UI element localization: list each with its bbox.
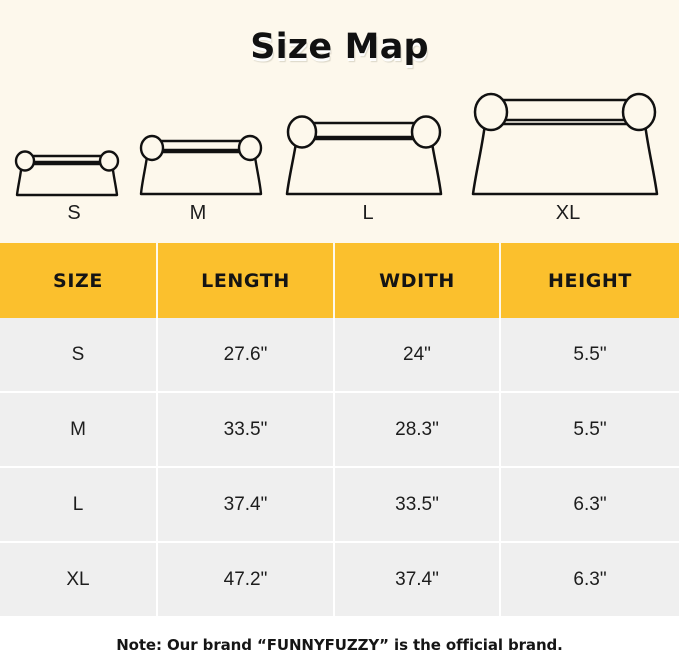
- table-header-row: SIZE LENGTH WDITH HEIGHT: [0, 243, 679, 318]
- cell-height: 5.5": [500, 392, 679, 468]
- table-row: L 37.4" 33.5" 6.3": [0, 467, 679, 543]
- pet-bed-illustration-xl: [466, 84, 664, 198]
- cell-height: 5.5": [500, 318, 679, 393]
- illustration-panel: Size Map: [0, 0, 679, 243]
- footer-note: Note: Our brand “FUNNYFUZZY” is the offi…: [0, 618, 679, 671]
- cell-length: 37.4": [157, 467, 335, 543]
- page-title: Size Map: [250, 27, 429, 67]
- cell-size: M: [0, 392, 158, 468]
- cell-height: 6.3": [500, 542, 679, 616]
- cell-width: 33.5": [334, 467, 501, 543]
- cell-length: 33.5": [157, 392, 335, 468]
- cell-width: 28.3": [334, 392, 501, 468]
- cell-width: 37.4": [334, 542, 501, 616]
- pet-bed-illustration-s: [12, 140, 122, 198]
- cell-width: 24": [334, 318, 501, 393]
- size-measurements-table: SIZE LENGTH WDITH HEIGHT S 27.6" 24" 5.5…: [0, 243, 679, 616]
- table-row: XL 47.2" 37.4" 6.3": [0, 542, 679, 616]
- column-header-width: WDITH: [334, 243, 501, 318]
- size-labels-row: S M L XL: [0, 202, 679, 236]
- cell-size: L: [0, 467, 158, 543]
- brand-note-text: Note: Our brand “FUNNYFUZZY” is the offi…: [116, 635, 563, 654]
- pet-bed-illustration-m: [135, 120, 267, 198]
- size-label-xl: XL: [555, 202, 581, 224]
- cell-height: 6.3": [500, 467, 679, 543]
- table-row: S 27.6" 24" 5.5": [0, 318, 679, 393]
- cell-size: XL: [0, 542, 158, 616]
- table-row: M 33.5" 28.3" 5.5": [0, 392, 679, 468]
- cell-size: S: [0, 318, 158, 393]
- bed-illustrations-row: [0, 78, 679, 198]
- column-header-height: HEIGHT: [500, 243, 679, 318]
- column-header-size: SIZE: [0, 243, 158, 318]
- cell-length: 47.2": [157, 542, 335, 616]
- size-label-m: M: [189, 202, 207, 224]
- column-header-length: LENGTH: [157, 243, 335, 318]
- pet-bed-illustration-l: [281, 101, 447, 198]
- cell-length: 27.6": [157, 318, 335, 393]
- size-label-l: L: [362, 202, 374, 224]
- size-label-s: S: [67, 202, 81, 224]
